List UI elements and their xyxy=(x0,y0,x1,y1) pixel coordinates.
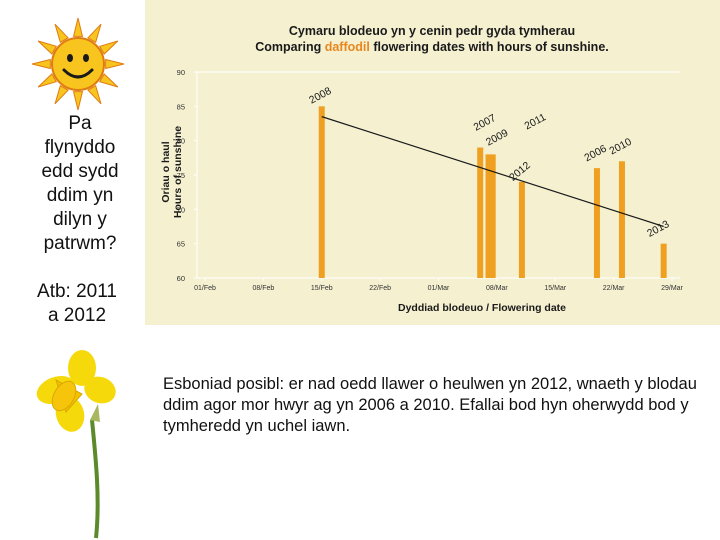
x-tick-label: 08/Mar xyxy=(486,285,508,292)
sun-rays xyxy=(31,17,125,111)
y-tick-label: 75 xyxy=(177,171,185,180)
bar-2011 xyxy=(489,154,496,278)
sun-ray xyxy=(37,40,58,55)
daffodil-stem xyxy=(90,419,100,539)
x-tick-label: 01/Feb xyxy=(194,285,216,292)
x-tick-label: 22/Mar xyxy=(603,285,625,292)
bar-label-2006: 2006 xyxy=(582,143,608,165)
sun-left-eye xyxy=(67,54,73,62)
flowering-chart: Cymaru blodeuo yn y cenin pedr gyda tymh… xyxy=(160,24,684,314)
sun-ray xyxy=(98,40,119,55)
sun-ray xyxy=(98,73,119,88)
y-tick-label: 60 xyxy=(177,274,185,283)
sun-smile xyxy=(62,68,94,79)
sun-ray xyxy=(31,58,51,70)
trend-line-group xyxy=(321,116,664,228)
y-tick-label: 65 xyxy=(177,240,185,249)
bar-label-2008: 2008 xyxy=(307,85,333,107)
daffodil-petal-right xyxy=(84,376,116,404)
explanation-lead: Esboniad posibl xyxy=(163,375,280,393)
bar-label-2010: 2010 xyxy=(607,136,633,158)
sun-ray xyxy=(54,84,69,105)
sun-ray xyxy=(72,91,84,111)
sun-ray xyxy=(54,23,69,44)
bar-2013 xyxy=(660,243,667,278)
answer-text: Atb: 2011 a 2012 xyxy=(37,281,117,326)
bar-2008 xyxy=(318,106,325,278)
y-tick-group: 90 85 80 75 70 65 60 xyxy=(177,68,197,283)
x-tick-group: 01/Feb 08/Feb 15/Feb 22/Feb 01/Mar 08/Mar 15/M… xyxy=(194,278,684,292)
sun-ray xyxy=(37,73,58,88)
x-tick-label: 22/Feb xyxy=(369,285,391,292)
bar-label-2009: 2009 xyxy=(484,127,510,149)
daffodil-petal-top xyxy=(68,350,96,386)
chart-title-highlight: daffodil xyxy=(325,40,370,54)
bar-2012 xyxy=(518,181,525,278)
bar-2009 xyxy=(485,154,492,278)
sun-ray xyxy=(72,17,84,37)
chart-title-prefix: Comparing xyxy=(255,40,324,54)
x-tick-label: 29/Mar xyxy=(661,285,683,292)
explanation-body: : er nad oedd llawer o heulwen yn 2012, … xyxy=(163,375,697,435)
sun-illustration xyxy=(31,17,125,111)
daffodil-trumpet-rim xyxy=(51,380,77,412)
y-axis-label-en: Hours of sunshine xyxy=(172,126,184,218)
y-axis-label-cy: Oriau o haul xyxy=(160,141,172,202)
y-tick-label: 85 xyxy=(177,102,185,111)
x-tick-label: 08/Feb xyxy=(252,285,274,292)
y-tick-label: 70 xyxy=(177,205,185,214)
x-tick-label: 15/Mar xyxy=(544,285,566,292)
sun-ray xyxy=(87,23,102,44)
bar-label-2011: 2011 xyxy=(523,111,549,132)
daffodil-sheath xyxy=(90,404,100,422)
bar-group xyxy=(318,106,667,278)
y-tick-label: 90 xyxy=(177,68,185,77)
chart-title-suffix: flowering dates with hours of sunshine. xyxy=(370,40,609,54)
x-tick-label: 01/Mar xyxy=(428,285,450,292)
chart-panel: Cymaru blodeuo yn y cenin pedr gyda tymh… xyxy=(145,0,720,325)
sun-ray xyxy=(87,84,102,105)
trend-line xyxy=(321,116,664,228)
question-text: Pa flynyddo edd sydd ddim yn dilyn y pat… xyxy=(41,113,119,254)
bar-2007 xyxy=(477,147,484,278)
bar-2006 xyxy=(593,168,600,278)
explanation-paragraph: Esboniad posibl: er nad oedd llawer o he… xyxy=(163,374,708,437)
bar-label-2007: 2007 xyxy=(472,112,498,134)
sun-face xyxy=(51,37,105,91)
chart-title-line1: Cymaru blodeuo yn y cenin pedr gyda tymh… xyxy=(289,24,575,38)
daffodil-illustration xyxy=(36,350,116,539)
x-axis-label: Dyddiad blodeuo / Flowering date xyxy=(398,302,566,314)
sun-ray xyxy=(105,58,125,70)
sun-right-eye xyxy=(83,54,89,62)
bar-2010 xyxy=(618,161,625,278)
y-tick-label: 80 xyxy=(177,137,185,146)
x-tick-label: 15/Feb xyxy=(311,285,333,292)
chart-title-line2: Comparing daffodil flowering dates with … xyxy=(255,40,609,54)
